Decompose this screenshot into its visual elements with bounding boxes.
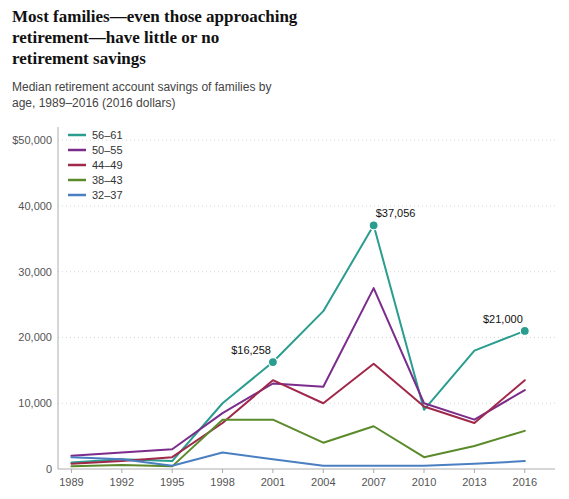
x-tick: [373, 469, 374, 473]
x-tick-label: 1998: [210, 476, 234, 488]
legend-swatch: [68, 194, 86, 197]
y-tick-label: 30,000: [18, 266, 52, 278]
legend-label: 50–55: [92, 144, 123, 156]
x-tick: [121, 469, 122, 473]
legend-label: 56–61: [92, 129, 123, 141]
x-tick: [524, 469, 525, 473]
legend-swatch: [68, 164, 86, 167]
chart: Most families—even those approaching reti…: [0, 0, 569, 499]
x-tick: [323, 469, 324, 473]
x-tick: [71, 469, 72, 473]
y-tick-label: 0: [46, 463, 52, 475]
x-tick-label: 1995: [160, 476, 184, 488]
annotation-dot: [369, 221, 378, 230]
annotation-label: $16,258: [231, 344, 271, 356]
y-tick-label: 10,000: [18, 397, 52, 409]
legend-item: 56–61: [68, 129, 123, 141]
legend-item: 44–49: [68, 159, 123, 171]
legend-label: 32–37: [92, 189, 123, 201]
legend-item: 38–43: [68, 174, 123, 186]
grid-line: [58, 140, 555, 141]
annotation-label: $21,000: [483, 313, 523, 325]
subtitle: Median retirement account savings of fam…: [12, 80, 271, 110]
y-tick-label: 20,000: [18, 331, 52, 343]
annotation-dot: [268, 358, 277, 367]
grid-line: [58, 403, 555, 404]
grid-line: [58, 337, 555, 338]
legend: 56–61 50–55 44–49 38–43 32–37: [68, 129, 123, 201]
x-tick-label: 1989: [59, 476, 83, 488]
legend-label: 44–49: [92, 159, 123, 171]
x-tick: [222, 469, 223, 473]
x-tick-label: 1992: [110, 476, 134, 488]
annotation-label: $37,056: [376, 207, 416, 219]
plot-area: [71, 221, 529, 467]
series-line: [71, 453, 524, 466]
grid-line: [58, 205, 555, 206]
grid-line: [58, 271, 555, 272]
title-line: retirement savings: [12, 49, 146, 68]
x-tick-label: 2007: [361, 476, 385, 488]
title: Most families—even those approaching reti…: [12, 7, 298, 68]
x-tick-label: 2004: [311, 476, 335, 488]
series-line: [71, 225, 524, 462]
title-line: Most families—even those approaching: [12, 7, 298, 26]
subtitle-line: Median retirement account savings of fam…: [12, 80, 271, 94]
x-tick: [424, 469, 425, 473]
x-axis-line: [58, 469, 555, 470]
legend-swatch: [68, 149, 86, 152]
legend-label: 38–43: [92, 174, 123, 186]
x-tick: [172, 469, 173, 473]
legend-item: 32–37: [68, 189, 123, 201]
y-tick-label: 40,000: [18, 200, 52, 212]
grid: [58, 140, 555, 403]
subtitle-line: age, 1989–2016 (2016 dollars): [12, 96, 175, 110]
x-tick-label: 2016: [513, 476, 537, 488]
x-tick-label: 2001: [261, 476, 285, 488]
legend-item: 50–55: [68, 144, 123, 156]
y-tick-label: $50,000: [12, 134, 52, 146]
y-axis-line: [58, 127, 59, 469]
x-tick: [272, 469, 273, 473]
legend-swatch: [68, 179, 86, 182]
legend-swatch: [68, 134, 86, 137]
x-tick-label: 2010: [412, 476, 436, 488]
series-line: [71, 420, 524, 467]
annotation-dot: [520, 326, 529, 335]
x-tick-label: 2013: [462, 476, 486, 488]
x-tick: [474, 469, 475, 473]
title-line: retirement—have little or no: [12, 28, 219, 47]
series-line: [71, 364, 524, 464]
